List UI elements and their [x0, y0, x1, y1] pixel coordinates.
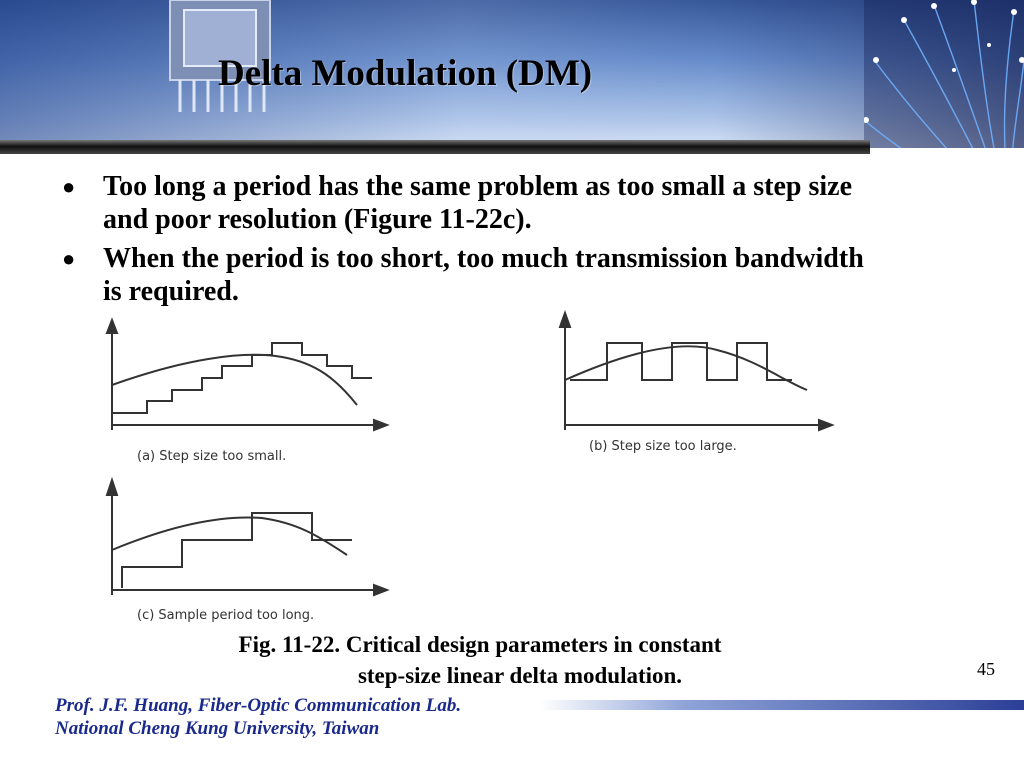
- bullet-item: ● When the period is too short, too much…: [60, 242, 875, 308]
- fiber-optic-icon: [864, 0, 1024, 148]
- panel-b-label: (b) Step size too large.: [589, 439, 737, 454]
- panel-b-plot: [558, 310, 835, 432]
- bullet-list: ● Too long a period has the same problem…: [60, 170, 875, 314]
- footer-credits: Prof. J.F. Huang, Fiber-Optic Communicat…: [55, 694, 461, 740]
- bullet-item: ● Too long a period has the same problem…: [60, 170, 875, 236]
- bullet-icon: ●: [62, 174, 76, 199]
- panel-c-label: (c) Sample period too long.: [137, 608, 314, 623]
- bullet-icon: ●: [62, 246, 76, 271]
- delta-modulation-figure: (a) Step size too small. (b) Step size t…: [105, 310, 835, 623]
- panel-a-label: (a) Step size too small.: [137, 449, 286, 464]
- footer-line-2: National Cheng Kung University, Taiwan: [55, 718, 380, 739]
- panel-c-plot: [105, 476, 390, 597]
- footer-line-1: Prof. J.F. Huang, Fiber-Optic Communicat…: [55, 695, 462, 716]
- bullet-text: When the period is too short, too much t…: [103, 243, 864, 307]
- panel-a-plot: [105, 317, 390, 432]
- bullet-text: Too long a period has the same problem a…: [103, 171, 853, 235]
- header-banner: [0, 0, 1024, 148]
- caption-line-2: step-size linear delta modulation.: [357, 663, 683, 688]
- title-underline-bar: [0, 140, 870, 154]
- caption-line-1: Fig. 11-22. Critical design parameters i…: [238, 632, 722, 657]
- slide-title: Delta Modulation (DM): [218, 53, 593, 94]
- page-number: 45: [977, 659, 995, 679]
- microchip-icon: [169, 0, 271, 112]
- figure-caption: Fig. 11-22. Critical design parameters i…: [150, 629, 810, 691]
- footer-bar: [540, 700, 1024, 710]
